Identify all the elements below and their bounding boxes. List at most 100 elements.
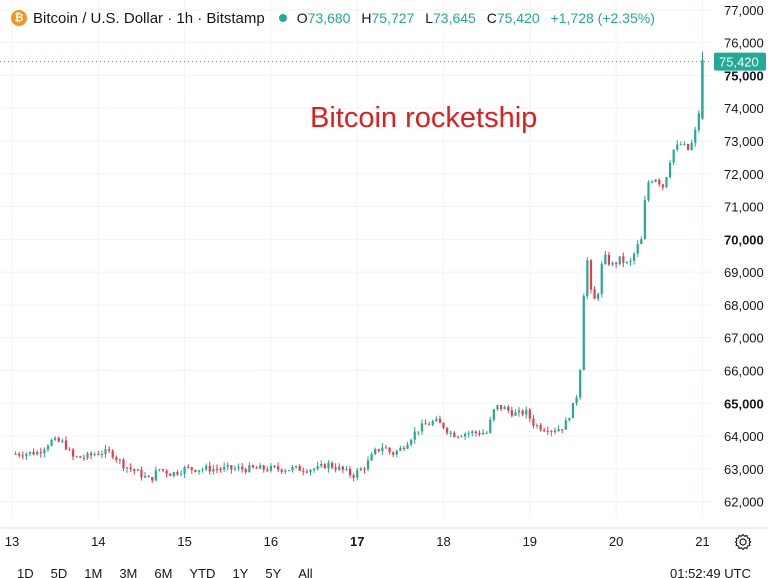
candle-body	[298, 465, 301, 471]
candle-body	[525, 409, 528, 415]
range-5d-button[interactable]: 5D	[50, 566, 68, 578]
candle-body	[374, 449, 377, 455]
candle-body	[420, 423, 424, 432]
candle-body	[428, 424, 431, 426]
range-1m-button[interactable]: 1M	[84, 566, 103, 578]
candle-body	[532, 418, 535, 426]
candle-body	[676, 144, 679, 150]
candle-body	[172, 472, 175, 476]
candle-body	[323, 463, 326, 469]
candle-body	[345, 468, 348, 470]
candle-body	[543, 429, 546, 431]
candle-body	[517, 410, 521, 413]
candle-body	[446, 428, 449, 433]
range-all-button[interactable]: All	[298, 566, 313, 578]
candle-body	[413, 431, 416, 440]
candle-body	[223, 466, 226, 470]
candle-body	[474, 431, 477, 434]
candle-body	[330, 462, 334, 468]
candle-body	[107, 449, 111, 451]
candle-body	[686, 144, 690, 150]
candle-body	[50, 439, 53, 446]
settings-icon[interactable]	[734, 533, 752, 551]
candle-body	[395, 450, 398, 455]
candle-body	[320, 463, 323, 467]
x-tick-label: 14	[91, 534, 105, 549]
candle-body	[514, 412, 517, 416]
candle-body	[86, 453, 89, 458]
x-tick-label: 13	[5, 534, 19, 549]
candle-body	[122, 459, 125, 469]
candle-body	[539, 425, 542, 430]
candle-body	[294, 465, 298, 468]
candle-body	[36, 452, 39, 455]
candle-body	[366, 460, 370, 470]
candle-body	[499, 405, 503, 410]
last-price-badge-label: 75,420	[719, 55, 759, 70]
candle-body	[262, 465, 265, 470]
candle-body	[327, 462, 330, 469]
candle-body	[658, 179, 661, 185]
candle-body	[622, 256, 625, 263]
candle-body	[201, 469, 204, 471]
candle-body	[90, 453, 93, 456]
candle-body	[424, 423, 427, 425]
candle-body	[535, 425, 539, 427]
candle-body	[611, 262, 614, 265]
candle-body	[388, 447, 391, 453]
range-5y-button[interactable]: 5Y	[265, 566, 282, 578]
y-tick-label: 66,000	[724, 363, 764, 378]
candle-body	[273, 465, 276, 467]
candle-body	[248, 465, 251, 473]
candle-body	[399, 447, 402, 451]
candle-body	[359, 468, 362, 471]
candle-body	[244, 469, 247, 473]
last-price-badge: 75,420	[714, 52, 766, 71]
range-ytd-button[interactable]: YTD	[189, 566, 216, 578]
ohlc-open: 73,680	[307, 10, 351, 26]
y-tick-label: 68,000	[724, 298, 764, 313]
ohlc-close: 75,420	[496, 10, 540, 26]
candle-body	[230, 465, 233, 470]
candle-body	[402, 447, 406, 449]
candle-body	[219, 469, 222, 471]
candle-body	[496, 405, 499, 410]
range-1d-button[interactable]: 1D	[17, 566, 34, 578]
market-status-dot-icon	[278, 14, 287, 22]
candle-body	[72, 449, 75, 457]
candle-body	[277, 466, 280, 470]
candle-body	[697, 113, 700, 130]
candle-body	[284, 470, 287, 472]
candle-body	[582, 295, 585, 371]
candle-body	[64, 440, 68, 450]
candle-body	[643, 200, 646, 240]
range-buttons: 1D 5D 1M 3M 6M YTD 1Y 5Y All	[17, 566, 313, 578]
candle-body	[241, 467, 244, 470]
candle-body	[579, 370, 582, 398]
x-axis: 13 14 15 16 17 18 19 20 21	[0, 527, 768, 549]
candle-body	[352, 475, 355, 478]
symbol-title[interactable]: Bitcoin / U.S. Dollar · 1h · Bitstamp	[33, 9, 265, 27]
candle-body	[564, 420, 567, 430]
range-6m-button[interactable]: 6M	[154, 566, 173, 578]
candle-body	[463, 433, 467, 437]
candle-body	[269, 465, 273, 471]
x-tick-label: 15	[177, 534, 191, 549]
candle-body	[266, 469, 269, 471]
chart-annotation: Bitcoin rocketship	[310, 102, 538, 134]
bottom-toolbar: 1D 5D 1M 3M 6M YTD 1Y 5Y All 01:52:49 UT…	[0, 566, 768, 578]
range-1y-button[interactable]: 1Y	[232, 566, 249, 578]
candle-body	[503, 406, 506, 410]
candle-body	[489, 419, 492, 433]
candle-body	[334, 467, 337, 470]
candle-body	[140, 469, 143, 478]
candle-body	[226, 465, 229, 467]
x-tick-label: 18	[436, 534, 450, 549]
range-3m-button[interactable]: 3M	[119, 566, 138, 578]
candle-body	[417, 431, 420, 433]
candle-body	[79, 456, 82, 458]
ohlc-close-key: C	[486, 10, 497, 26]
candle-body	[485, 432, 488, 434]
candle-body	[690, 142, 693, 150]
